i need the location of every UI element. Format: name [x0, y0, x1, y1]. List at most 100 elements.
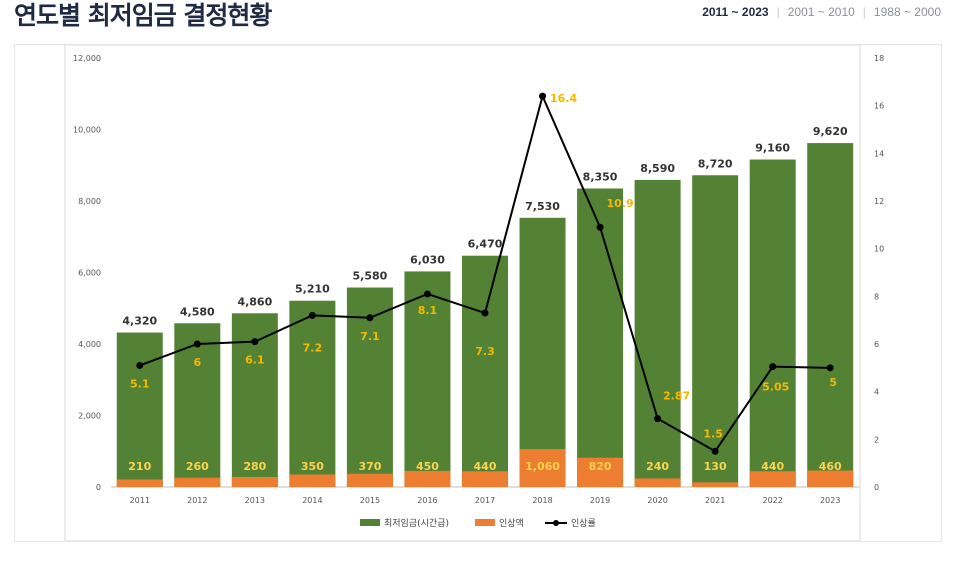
y-right-tick-label: 18 [874, 54, 884, 63]
x-tick-label: 2015 [360, 496, 380, 505]
x-tick-label: 2018 [532, 496, 552, 505]
y-left-tick-label: 2,000 [78, 412, 101, 421]
increase-value-label: 130 [704, 460, 727, 473]
legend-marker [553, 520, 559, 526]
page-title: 연도별 최저임금 결정현황 [14, 1, 272, 30]
rate-point [539, 92, 547, 100]
rate-value-label: 1.5 [703, 427, 723, 440]
rate-value-label: 16.4 [550, 92, 577, 105]
wage-value-label: 5,580 [353, 270, 388, 283]
increase-bar [807, 470, 854, 487]
increase-bar [174, 477, 221, 487]
increase-bar [749, 471, 796, 487]
x-tick-label: 2019 [590, 496, 610, 505]
increase-bar [577, 457, 624, 487]
x-tick-label: 2017 [475, 496, 495, 505]
wage-value-label: 8,720 [698, 157, 733, 170]
y-right-tick-label: 0 [874, 483, 879, 492]
wage-value-label: 4,580 [180, 305, 215, 318]
x-tick-label: 2021 [705, 496, 725, 505]
rate-value-label: 7.2 [303, 341, 323, 354]
increase-bar [692, 482, 739, 487]
y-left-tick-label: 12,000 [73, 54, 101, 63]
legend-label: 인상률 [571, 518, 596, 529]
wage-bar [289, 300, 336, 487]
wage-bar [807, 143, 854, 487]
wage-bar [519, 217, 566, 488]
increase-bar [116, 479, 163, 487]
rate-value-label: 6.1 [245, 354, 265, 367]
wage-bar [462, 255, 508, 487]
y-right-tick-label: 4 [874, 388, 879, 397]
rate-point [308, 311, 316, 319]
y-left-tick-label: 4,000 [78, 340, 101, 349]
increase-bar [231, 476, 278, 487]
tab-2001-2010[interactable]: 2001 ~ 2010 [787, 5, 855, 19]
x-tick-label: 2011 [130, 496, 150, 505]
rate-point [654, 415, 662, 423]
wage-bar [634, 179, 681, 487]
increase-value-label: 280 [243, 460, 266, 473]
increase-value-label: 1,060 [525, 460, 560, 473]
wage-bar [692, 175, 739, 487]
increase-value-label: 450 [416, 460, 439, 473]
increase-value-label: 370 [358, 460, 381, 473]
legend-swatch [360, 519, 380, 526]
rate-value-label: 10.9 [607, 197, 634, 210]
wage-value-label: 7,530 [525, 200, 560, 213]
increase-bar [462, 471, 508, 487]
rate-value-label: 5.1 [130, 377, 150, 390]
rate-point [366, 314, 374, 322]
x-tick-label: 2020 [647, 496, 667, 505]
rate-value-label: 6 [193, 356, 201, 369]
y-right-tick-label: 8 [874, 292, 879, 301]
wage-bar [577, 188, 624, 488]
rate-point [769, 363, 777, 371]
minimum-wage-chart: 0 2,000 4,000 6,000 8,000 10,000 12,000 0 2 4 6 8 10… [64, 45, 884, 541]
legend-label: 인상액 [499, 517, 524, 529]
y-left-tick-label: 10,000 [73, 126, 101, 135]
wage-value-label: 4,860 [237, 295, 272, 308]
wage-value-label: 9,620 [813, 125, 848, 138]
rate-value-label: 5.05 [762, 381, 789, 394]
rate-value-label: 2.87 [663, 390, 690, 403]
rate-value-label: 7.1 [360, 330, 380, 343]
y-left-tick-label: 8,000 [78, 197, 101, 206]
rate-point [193, 340, 201, 348]
tab-1988-2000[interactable]: 1988 ~ 2000 [873, 5, 941, 19]
period-tabs: 2011 ~ 2023 | 2001 ~ 2010 | 1988 ~ 2000 [702, 5, 941, 19]
rate-point [596, 223, 604, 231]
x-tick-label: 2023 [820, 496, 840, 505]
y-left-tick-label: 6,000 [78, 269, 101, 278]
y-right-tick-label: 16 [874, 102, 884, 111]
increase-value-label: 440 [474, 460, 497, 473]
wage-value-label: 5,210 [295, 283, 330, 296]
plot-area-border [64, 45, 861, 541]
tab-separator: | [776, 5, 780, 19]
increase-bar [289, 474, 336, 487]
y-right-tick-label: 14 [874, 149, 884, 158]
wage-value-label: 6,030 [410, 253, 445, 266]
x-tick-label: 2013 [245, 496, 265, 505]
y-right-tick-label: 6 [874, 340, 879, 349]
x-tick-label: 2012 [187, 496, 207, 505]
increase-value-label: 460 [819, 460, 842, 473]
rate-point [251, 338, 259, 346]
rate-point [136, 361, 144, 369]
wage-bar [404, 271, 451, 487]
wage-value-label: 4,320 [122, 315, 157, 328]
increase-value-label: 260 [186, 460, 209, 473]
increase-bar [346, 473, 393, 487]
increase-bar [519, 449, 566, 487]
rate-point [423, 290, 431, 298]
wage-value-label: 9,160 [755, 142, 790, 155]
rate-point [826, 364, 834, 372]
wage-bar [116, 332, 163, 487]
x-tick-label: 2016 [417, 496, 437, 505]
wage-value-label: 8,350 [583, 170, 618, 183]
rate-point [481, 309, 489, 317]
increase-value-label: 440 [761, 460, 784, 473]
x-tick-label: 2022 [763, 496, 783, 505]
y-right-tick-label: 12 [874, 197, 884, 206]
tab-2011-2023[interactable]: 2011 ~ 2023 [702, 5, 769, 19]
